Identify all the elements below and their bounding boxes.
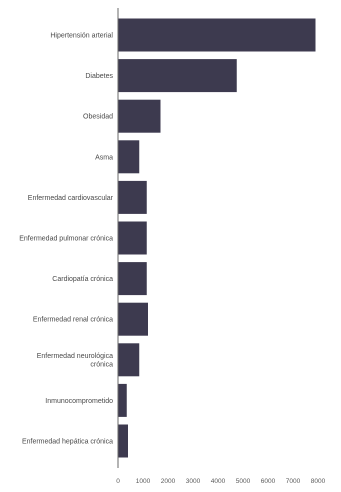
- x-tick-label-7: 7000: [286, 478, 301, 485]
- bar-3: [118, 140, 140, 174]
- x-tick-label-6: 6000: [261, 478, 276, 485]
- category-label-4-line-0: Enfermedad cardiovascular: [28, 195, 114, 202]
- category-label-1: Diabetes: [85, 73, 113, 80]
- x-tick-label-2: 2000: [161, 478, 176, 485]
- category-label-3: Asma: [95, 154, 113, 161]
- category-label-2: Obesidad: [83, 114, 113, 121]
- bars-group: [118, 18, 316, 458]
- category-label-9-line-0: Inmunocomprometido: [45, 398, 113, 405]
- bar-4: [118, 180, 147, 214]
- bar-0: [118, 18, 316, 52]
- x-tick-label-4: 4000: [211, 478, 226, 485]
- category-label-8-line-0: Enfermedad neurológica: [37, 353, 113, 360]
- bar-7: [118, 302, 148, 336]
- category-label-0: Hipertensión arterial: [50, 33, 113, 40]
- category-labels-group: Hipertensión arterial Diabetes Obesidad Asm…: [19, 33, 113, 446]
- x-tick-label-0: 0: [116, 478, 120, 485]
- x-tick-label-5: 5000: [236, 478, 251, 485]
- category-label-6-line-0: Cardiopatía crónica: [52, 276, 113, 283]
- category-label-5: Enfermedad pulmonar crónica: [19, 236, 113, 243]
- bar-5: [118, 221, 147, 255]
- category-label-10: Enfermedad hepática crónica: [22, 439, 113, 446]
- category-label-2-line-0: Obesidad: [83, 114, 113, 121]
- category-label-5-line-0: Enfermedad pulmonar crónica: [19, 236, 113, 243]
- bar-9: [118, 383, 127, 417]
- category-label-1-line-0: Diabetes: [85, 73, 113, 80]
- x-tick-label-8: 8000: [311, 478, 326, 485]
- category-label-7-line-0: Enfermedad renal crónica: [33, 317, 113, 324]
- category-label-4: Enfermedad cardiovascular: [28, 195, 114, 202]
- bar-2: [118, 99, 161, 133]
- category-label-9: Inmunocomprometido: [45, 398, 113, 405]
- x-tick-label-3: 3000: [186, 478, 201, 485]
- category-label-3-line-0: Asma: [95, 154, 113, 161]
- bar-6: [118, 262, 147, 296]
- x-tick-label-1: 1000: [136, 478, 151, 485]
- bar-10: [118, 424, 128, 458]
- category-label-8: Enfermedad neurológica crónica: [37, 353, 113, 369]
- bar-8: [118, 343, 140, 377]
- category-label-0-line-0: Hipertensión arterial: [50, 33, 113, 40]
- category-label-6: Cardiopatía crónica: [52, 276, 113, 283]
- x-axis-ticks-group: 0 1000 2000 3000 4000 5000 6000 7000 8000: [116, 478, 325, 485]
- category-label-10-line-0: Enfermedad hepática crónica: [22, 439, 113, 446]
- category-label-7: Enfermedad renal crónica: [33, 317, 113, 324]
- bar-1: [118, 59, 237, 93]
- category-label-8-line-1: crónica: [90, 362, 113, 369]
